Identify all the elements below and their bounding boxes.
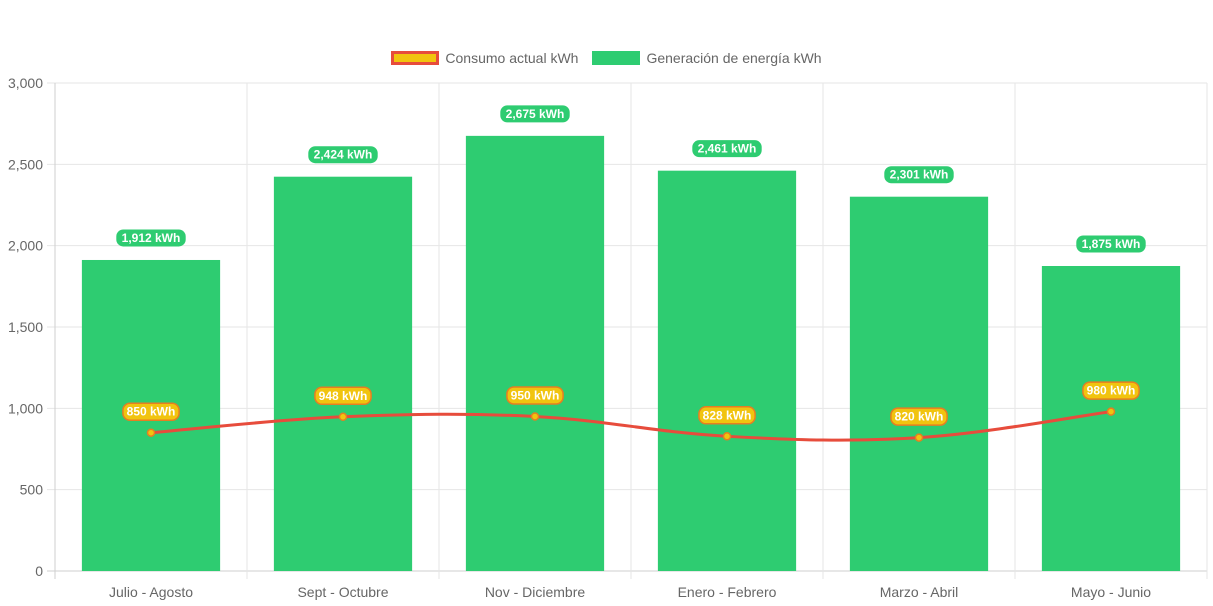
x-tick-label: Mayo - Junio [1071, 584, 1151, 600]
bar-data-label-bg [308, 146, 378, 164]
bar [465, 135, 605, 571]
line-series-consumo [150, 410, 1112, 442]
bar-data-label-bg [692, 140, 762, 158]
y-tick-label: 0 [35, 563, 43, 579]
legend-item-generacion[interactable]: Generación de energía kWh [592, 50, 822, 66]
legend-item-consumo[interactable]: Consumo actual kWh [391, 50, 578, 66]
bar-data-label-bg [1076, 235, 1146, 253]
x-tick-label: Sept - Octubre [297, 584, 388, 600]
bar-data-label: 2,675 kWh [506, 107, 565, 121]
line-data-label: 820 kWh [895, 410, 944, 424]
legend-swatch-generacion [592, 51, 641, 65]
legend: Consumo actual kWh Generación de energía… [0, 50, 1213, 66]
line-point [530, 412, 540, 421]
y-tick-label: 2,000 [8, 238, 43, 254]
line-data-label: 948 kWh [319, 389, 368, 403]
line-point [146, 428, 156, 437]
x-tick-label: Marzo - Abril [880, 584, 959, 600]
line-data-label-bg [122, 402, 180, 421]
y-tick-label: 1,500 [8, 319, 43, 335]
line-data-label: 828 kWh [703, 408, 752, 422]
line-data-label: 850 kWh [127, 405, 176, 419]
line-data-label: 980 kWh [1087, 384, 1136, 398]
line-data-label-bg [698, 406, 756, 425]
legend-label-consumo: Consumo actual kWh [445, 50, 579, 66]
x-tick-label: Nov - Diciembre [485, 584, 586, 600]
y-tick-label: 2,500 [8, 156, 43, 172]
line-data-label-bg [1082, 381, 1140, 400]
line-data-label-bg [314, 386, 372, 406]
bar [849, 196, 989, 572]
legend-swatch-consumo [391, 51, 440, 65]
bar [657, 170, 797, 571]
bar-data-label-bg [884, 166, 954, 184]
y-tick-label: 3,000 [8, 75, 43, 91]
y-tick-label: 500 [20, 482, 44, 498]
line-point [338, 412, 348, 422]
line-point [722, 432, 732, 441]
bar-data-label: 2,301 kWh [890, 168, 949, 182]
line-data-label-bg [506, 386, 564, 405]
line-point [1106, 407, 1116, 416]
bar [273, 176, 413, 572]
bar-data-label: 1,875 kWh [1082, 237, 1141, 251]
x-tick-label: Julio - Agosto [109, 584, 193, 600]
bar-data-label-bg [116, 229, 186, 247]
bar-data-label: 2,424 kWh [314, 148, 373, 162]
line-data-label: 950 kWh [511, 388, 560, 402]
y-tick-label: 1,000 [8, 400, 43, 416]
line-point [914, 433, 924, 442]
line-data-label-bg [890, 407, 948, 426]
bar-data-label: 2,461 kWh [698, 142, 757, 156]
x-tick-label: Enero - Febrero [678, 584, 777, 600]
bar-data-label-bg [500, 105, 570, 123]
legend-label-generacion: Generación de energía kWh [646, 50, 822, 66]
bar-data-label: 1,912 kWh [122, 231, 181, 245]
